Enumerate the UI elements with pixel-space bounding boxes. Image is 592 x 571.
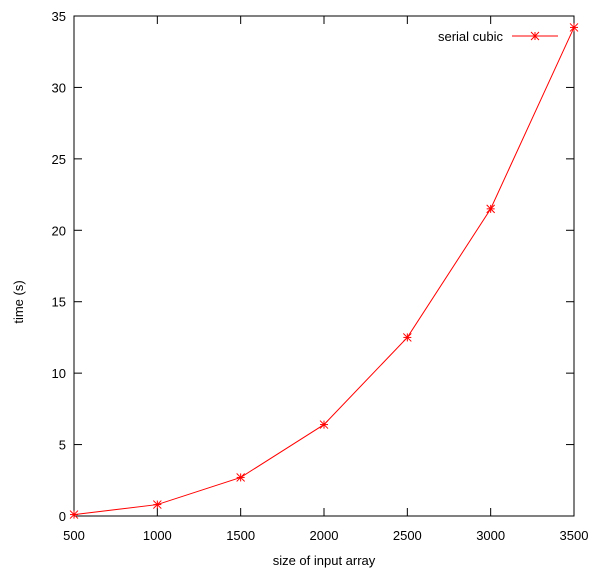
data-point-2000 xyxy=(319,420,329,429)
data-point-1000 xyxy=(152,500,162,509)
legend-label-serial-cubic: serial cubic xyxy=(438,29,504,44)
tick-labels: 500 1000 1500 2000 2500 3000 3500 0 5 10 15 20 25 30 3… xyxy=(52,9,589,543)
data-point-2000-d2 xyxy=(319,420,329,429)
y-tick-label-35: 35 xyxy=(52,9,66,24)
data-point-2500-d2 xyxy=(402,333,412,342)
y-tick-label-30: 30 xyxy=(52,80,66,95)
axes xyxy=(73,15,575,517)
x-tick-label-1500: 1500 xyxy=(226,528,255,543)
plot-frame xyxy=(73,15,575,517)
x-tick-label-3500: 3500 xyxy=(560,528,589,543)
data-point-1500-d2 xyxy=(236,473,246,482)
series-layer xyxy=(69,23,579,519)
legend: serial cubic xyxy=(438,29,558,44)
x-tick-label-500: 500 xyxy=(63,528,85,543)
tick-marks xyxy=(73,15,575,517)
data-point-2500 xyxy=(402,333,412,342)
y-tick-label-5: 5 xyxy=(59,438,66,453)
y-axis-label: time (s) xyxy=(11,280,26,323)
data-point-1000-d2 xyxy=(152,500,162,509)
x-tick-label-2500: 2500 xyxy=(393,528,422,543)
data-point-3000 xyxy=(486,204,496,214)
x-tick-label-2000: 2000 xyxy=(310,528,339,543)
series-line-0 xyxy=(73,27,575,516)
legend-marker-0-d2 xyxy=(530,31,540,41)
data-point-3500-d2 xyxy=(569,23,579,32)
y-tick-label-10: 10 xyxy=(52,366,66,381)
x-tick-label-3000: 3000 xyxy=(476,528,505,543)
y-tick-label-0: 0 xyxy=(59,509,66,524)
data-point-1500 xyxy=(236,473,246,482)
data-point-3500 xyxy=(569,23,579,32)
y-tick-label-25: 25 xyxy=(52,152,66,167)
y-tick-label-15: 15 xyxy=(52,295,66,310)
x-tick-label-1000: 1000 xyxy=(143,528,172,543)
data-point-500-d2 xyxy=(69,510,79,519)
x-axis-label: size of input array xyxy=(273,553,376,568)
data-point-500 xyxy=(69,510,79,519)
legend-marker-0 xyxy=(530,31,540,41)
y-tick-label-20: 20 xyxy=(52,223,66,238)
data-point-3000-d2 xyxy=(486,204,496,214)
